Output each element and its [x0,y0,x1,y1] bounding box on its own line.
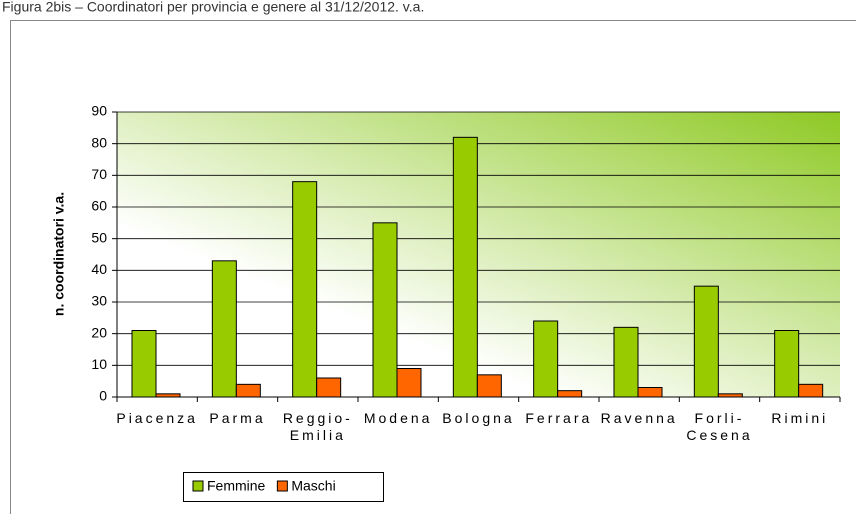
bar [211,260,237,398]
y-tick-label: 70 [91,166,107,182]
bar [533,320,559,398]
y-tick-label: 10 [91,356,107,372]
bar [235,383,261,398]
bar [372,222,398,398]
y-tick-label: 50 [91,229,107,245]
x-tick-label: Rimini [771,410,828,426]
legend-label: Femmine [207,478,266,494]
bar [798,383,824,398]
bar [316,377,342,398]
y-tick-label: 80 [91,134,107,150]
bar [292,181,318,398]
y-axis-label: n. coordinatori v.a. [51,192,67,316]
plot-area [117,112,840,397]
bar [396,368,422,398]
y-tick-label: 90 [91,103,107,119]
bar [637,387,663,398]
chart-frame [10,20,856,514]
x-tick-label: Ravenna [601,410,678,426]
x-tick-label: Forli-Cesena [686,410,752,443]
y-tick-label: 40 [91,261,107,277]
chart-title: Figura 2bis – Coordinatori per provincia… [2,0,424,15]
bar [693,285,719,398]
bar [557,390,583,398]
legend-label: Maschi [291,478,335,494]
bar [131,330,157,398]
x-tick-label: Piacenza [116,410,198,426]
y-tick-label: 0 [99,388,107,404]
y-tick-label: 30 [91,293,107,309]
bar [774,330,800,398]
legend-swatch [276,480,288,492]
bar [476,374,502,398]
x-tick-label: Ferrara [525,410,592,426]
x-tick-label: Reggio-Emilia [283,410,353,443]
bar [452,136,478,398]
x-tick-label: Parma [209,410,265,426]
y-tick-label: 60 [91,198,107,214]
x-tick-label: Modena [364,410,433,426]
legend-swatch [192,480,204,492]
x-tick-label: Bologna [442,410,514,426]
y-tick-label: 20 [91,324,107,340]
bar [613,326,639,398]
